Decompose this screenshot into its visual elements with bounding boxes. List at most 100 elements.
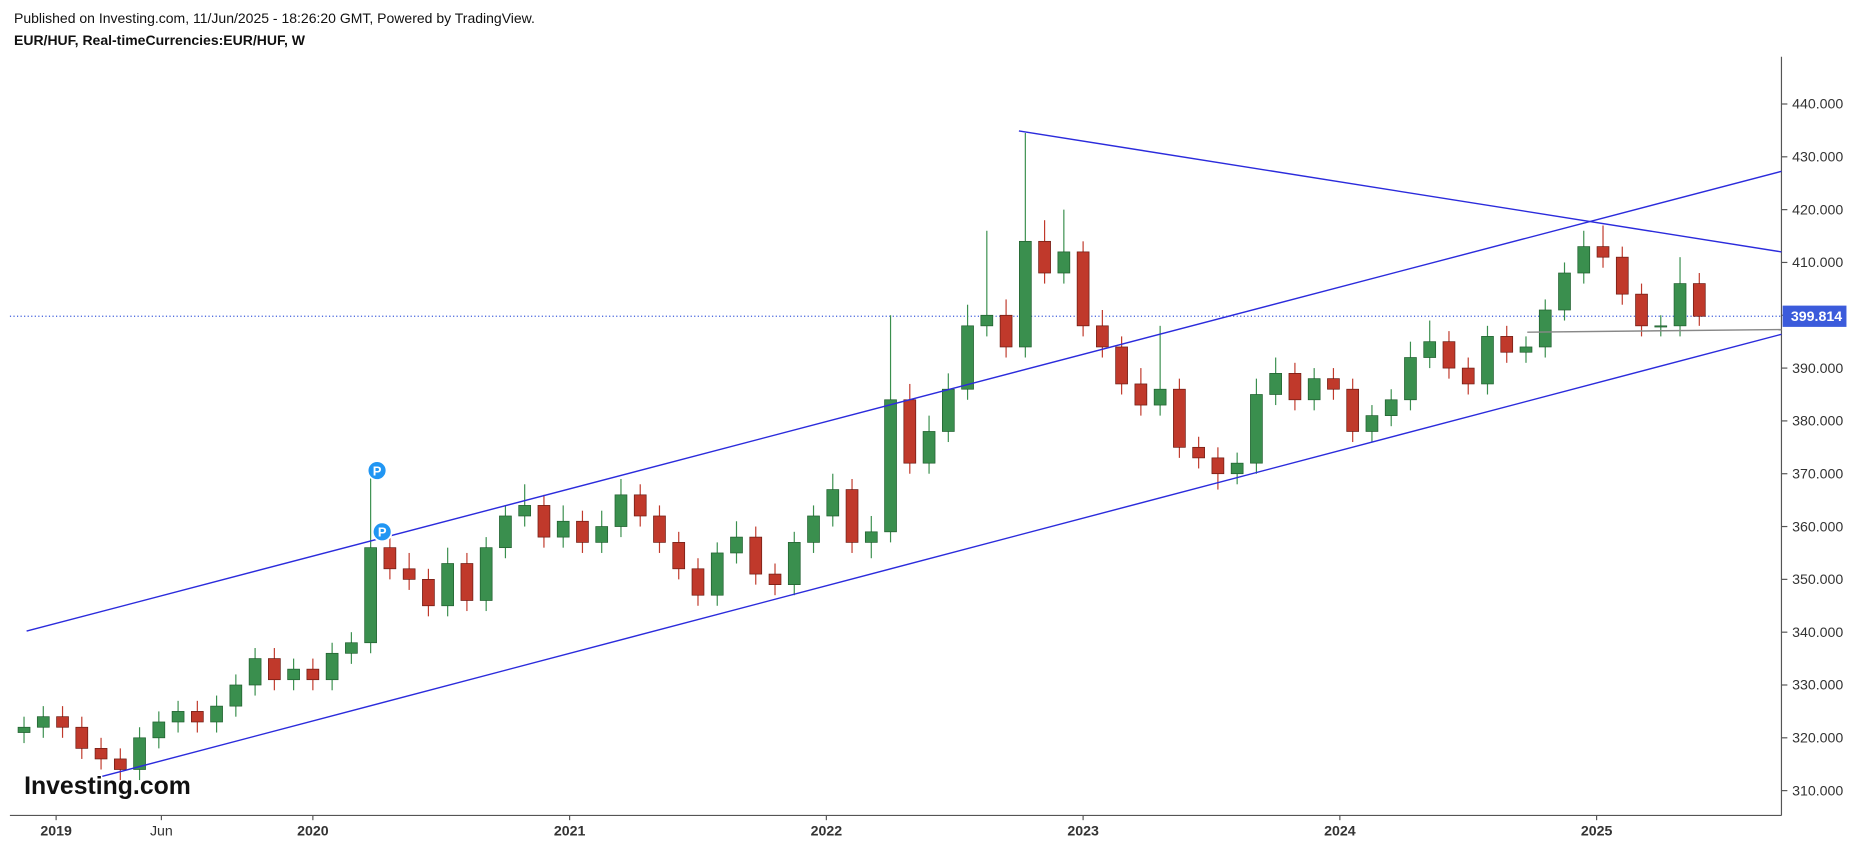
candle-body: [1115, 346, 1128, 385]
candle-body: [229, 684, 243, 707]
candle-body: [1538, 309, 1552, 348]
candle-body: [864, 531, 878, 543]
candle-body: [56, 716, 69, 728]
candle-body: [807, 515, 820, 543]
candle-body: [460, 563, 474, 601]
candle-body: [422, 579, 435, 607]
candle-body: [36, 716, 50, 728]
y-tick-label: 340.000: [1792, 625, 1843, 641]
candle-body: [171, 711, 185, 723]
candle-body: [75, 726, 89, 749]
candle-body: [845, 489, 859, 543]
x-tick-label: 2021: [554, 824, 586, 840]
logo: Investing.com: [24, 773, 191, 800]
candle-body: [1096, 325, 1109, 348]
y-tick-label: 440.000: [1792, 97, 1843, 113]
candle-body: [1288, 373, 1302, 401]
candle-body: [1153, 388, 1167, 406]
candle-body: [633, 494, 647, 517]
candle-body: [17, 726, 31, 733]
candle-body: [383, 547, 397, 570]
candle-body: [691, 568, 705, 596]
trendline: [102, 333, 1782, 778]
candle-body: [1230, 462, 1244, 475]
candle-body: [1057, 251, 1071, 274]
candle-body: [325, 652, 339, 681]
candle-body: [537, 505, 551, 538]
candle-body: [499, 515, 512, 549]
candle-body: [749, 536, 763, 575]
candle-body: [191, 711, 204, 723]
candle-body: [710, 552, 724, 596]
candle-body: [1019, 240, 1032, 348]
candle-body: [999, 314, 1013, 348]
y-tick-label: 320.000: [1792, 731, 1843, 747]
y-tick-label: 420.000: [1792, 202, 1843, 218]
candle-body: [518, 505, 532, 517]
candle-body: [1250, 394, 1263, 464]
candle-body: [730, 536, 743, 554]
candle-body: [1692, 283, 1706, 317]
candle-body: [94, 748, 108, 760]
candle-body: [1558, 272, 1571, 311]
candle-body: [1423, 341, 1437, 358]
last-price-label: 399.814: [1791, 309, 1842, 325]
candle-body: [787, 542, 801, 585]
trendline: [26, 170, 1782, 632]
candle-body: [1365, 415, 1379, 432]
x-tick-label: 2023: [1067, 824, 1099, 840]
candle-body: [1404, 357, 1417, 401]
candle-body: [1519, 346, 1533, 353]
candle-body: [113, 758, 127, 770]
candle-body: [884, 399, 897, 533]
candle-body: [922, 431, 936, 464]
published-note: Published on Investing.com, 11/Jun/2025 …: [14, 10, 535, 26]
symbol-title: EUR/HUF, Real-timeCurrencies:EUR/HUF, W: [14, 32, 305, 48]
candle-body: [287, 668, 300, 681]
candle-body: [980, 314, 994, 327]
candle-body: [1635, 293, 1648, 327]
candle-body: [941, 388, 955, 432]
x-tick-label: 2024: [1324, 824, 1356, 840]
x-tick-label: 2019: [40, 824, 72, 840]
candle-body: [1481, 336, 1494, 385]
candle-body: [248, 658, 262, 686]
marker: [366, 460, 388, 481]
marker-label: P: [378, 525, 387, 540]
candle-body: [306, 668, 320, 681]
candle-body: [1327, 378, 1340, 390]
candle-body: [1673, 283, 1687, 327]
x-tick-label: 2022: [811, 824, 843, 840]
candle-body: [133, 737, 146, 770]
last-price-box: [1782, 305, 1847, 327]
candle-body: [1654, 325, 1668, 328]
candle-body: [1577, 246, 1591, 274]
x-tick-label: Jun: [150, 824, 173, 840]
candle-body: [614, 494, 628, 527]
candle-body: [961, 325, 974, 390]
candle-body: [595, 526, 609, 543]
marker: [371, 521, 393, 543]
candle-body: [345, 642, 358, 654]
candle-body: [152, 721, 166, 739]
y-tick-label: 390.000: [1792, 361, 1843, 377]
marker-label: P: [373, 463, 382, 478]
candle-body: [1038, 240, 1051, 274]
y-tick-label: 310.000: [1792, 783, 1843, 799]
candle-body: [441, 563, 454, 607]
candle-body: [364, 547, 377, 644]
candle-body: [672, 542, 686, 570]
candle-body: [402, 568, 416, 580]
y-tick-label: 360.000: [1792, 519, 1843, 535]
candle-body: [1076, 251, 1090, 327]
y-tick-label: 350.000: [1792, 572, 1843, 588]
candle-body: [210, 705, 223, 723]
candle-body: [1192, 446, 1205, 459]
y-tick-label: 410.000: [1792, 255, 1843, 271]
candle-body: [826, 489, 840, 517]
x-tick-label: 2020: [297, 824, 329, 840]
x-tick-label: 2025: [1581, 824, 1613, 840]
candle-body: [1384, 399, 1398, 416]
candle-body: [1596, 246, 1610, 258]
